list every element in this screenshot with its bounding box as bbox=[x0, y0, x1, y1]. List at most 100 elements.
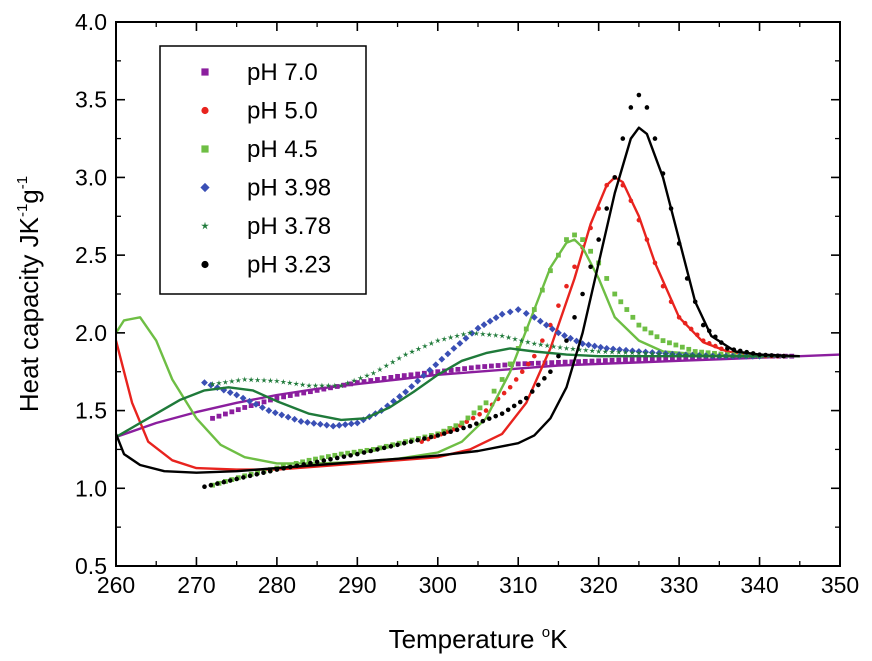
data-point bbox=[596, 237, 601, 242]
data-point bbox=[468, 329, 476, 337]
data-point bbox=[447, 426, 453, 431]
data-point bbox=[448, 429, 453, 435]
legend-item: pH 3.98 bbox=[200, 175, 331, 202]
data-point bbox=[643, 356, 648, 362]
data-point bbox=[208, 482, 214, 488]
data-point bbox=[719, 346, 724, 352]
data-point bbox=[329, 422, 337, 430]
data-point bbox=[415, 345, 422, 352]
data-point bbox=[580, 237, 585, 242]
x-tick-label: 330 bbox=[660, 572, 698, 598]
data-point bbox=[306, 382, 312, 389]
data-point bbox=[267, 377, 274, 384]
data-point bbox=[548, 322, 553, 328]
data-point bbox=[313, 456, 318, 462]
data-point bbox=[401, 373, 407, 378]
data-point bbox=[223, 411, 228, 417]
data-point bbox=[669, 351, 676, 357]
data-point bbox=[572, 232, 577, 238]
data-point bbox=[338, 451, 344, 457]
data-point bbox=[511, 403, 517, 409]
data-point bbox=[596, 206, 601, 211]
data-point bbox=[334, 384, 340, 389]
data-point bbox=[492, 314, 500, 322]
data-point bbox=[239, 394, 247, 402]
data-point bbox=[341, 454, 347, 459]
legend-marker bbox=[200, 182, 210, 193]
data-point bbox=[486, 317, 494, 325]
data-point bbox=[422, 436, 427, 441]
x-tick-label: 320 bbox=[579, 572, 617, 598]
data-point bbox=[293, 461, 299, 466]
data-point bbox=[234, 476, 239, 482]
legend-marker bbox=[201, 145, 209, 153]
data-point bbox=[455, 366, 461, 372]
data-point bbox=[556, 252, 561, 258]
data-point bbox=[467, 329, 473, 336]
series-ph-3-78 bbox=[115, 329, 800, 439]
data-point bbox=[248, 376, 255, 383]
data-point bbox=[281, 394, 286, 400]
data-point bbox=[564, 283, 569, 289]
legend-item: pH 5.0 bbox=[201, 98, 318, 125]
data-point bbox=[582, 347, 589, 353]
data-point bbox=[477, 412, 482, 417]
data-point bbox=[241, 376, 248, 382]
data-point bbox=[573, 337, 580, 345]
x-tick-label: 280 bbox=[258, 572, 296, 598]
data-point bbox=[286, 379, 293, 386]
data-point bbox=[620, 182, 626, 188]
data-point bbox=[616, 357, 622, 363]
data-point bbox=[438, 355, 446, 363]
data-point bbox=[361, 450, 367, 455]
data-point bbox=[370, 370, 377, 376]
data-point bbox=[706, 341, 712, 346]
data-point bbox=[522, 310, 530, 317]
data-point bbox=[623, 357, 628, 363]
data-point bbox=[668, 299, 674, 305]
data-point bbox=[749, 353, 756, 359]
data-point bbox=[381, 376, 387, 381]
data-point bbox=[564, 237, 569, 242]
data-point bbox=[467, 423, 473, 429]
data-point bbox=[209, 381, 216, 387]
data-point bbox=[550, 343, 557, 350]
x-tick-label: 350 bbox=[821, 572, 859, 598]
data-point bbox=[582, 358, 588, 364]
legend-item: pH 7.0 bbox=[201, 59, 318, 86]
data-point bbox=[660, 338, 666, 344]
data-point bbox=[428, 434, 434, 440]
data-point bbox=[310, 419, 318, 427]
data-point bbox=[628, 105, 634, 110]
series-fit-line bbox=[115, 347, 800, 439]
data-point bbox=[535, 360, 541, 366]
data-point bbox=[328, 385, 333, 391]
data-point bbox=[495, 363, 501, 368]
data-point bbox=[499, 332, 506, 339]
data-point bbox=[389, 359, 396, 365]
data-point bbox=[629, 349, 636, 356]
data-point bbox=[628, 198, 634, 204]
data-point bbox=[668, 206, 674, 211]
data-point bbox=[705, 350, 711, 356]
data-point bbox=[539, 287, 545, 293]
data-point bbox=[557, 344, 563, 350]
data-point bbox=[332, 452, 338, 458]
data-point bbox=[660, 171, 666, 176]
data-point bbox=[518, 337, 525, 344]
data-point bbox=[319, 382, 325, 389]
data-point bbox=[435, 369, 441, 375]
data-point bbox=[335, 421, 343, 429]
data-point bbox=[706, 328, 712, 334]
data-point bbox=[498, 310, 506, 318]
data-point bbox=[421, 343, 428, 349]
data-point bbox=[569, 359, 575, 365]
data-point bbox=[769, 353, 774, 358]
data-point bbox=[355, 451, 360, 457]
data-point bbox=[221, 479, 227, 485]
data-point bbox=[662, 351, 669, 357]
data-point bbox=[556, 303, 561, 308]
data-point bbox=[531, 340, 538, 347]
data-point bbox=[576, 346, 583, 353]
data-point bbox=[241, 475, 246, 480]
